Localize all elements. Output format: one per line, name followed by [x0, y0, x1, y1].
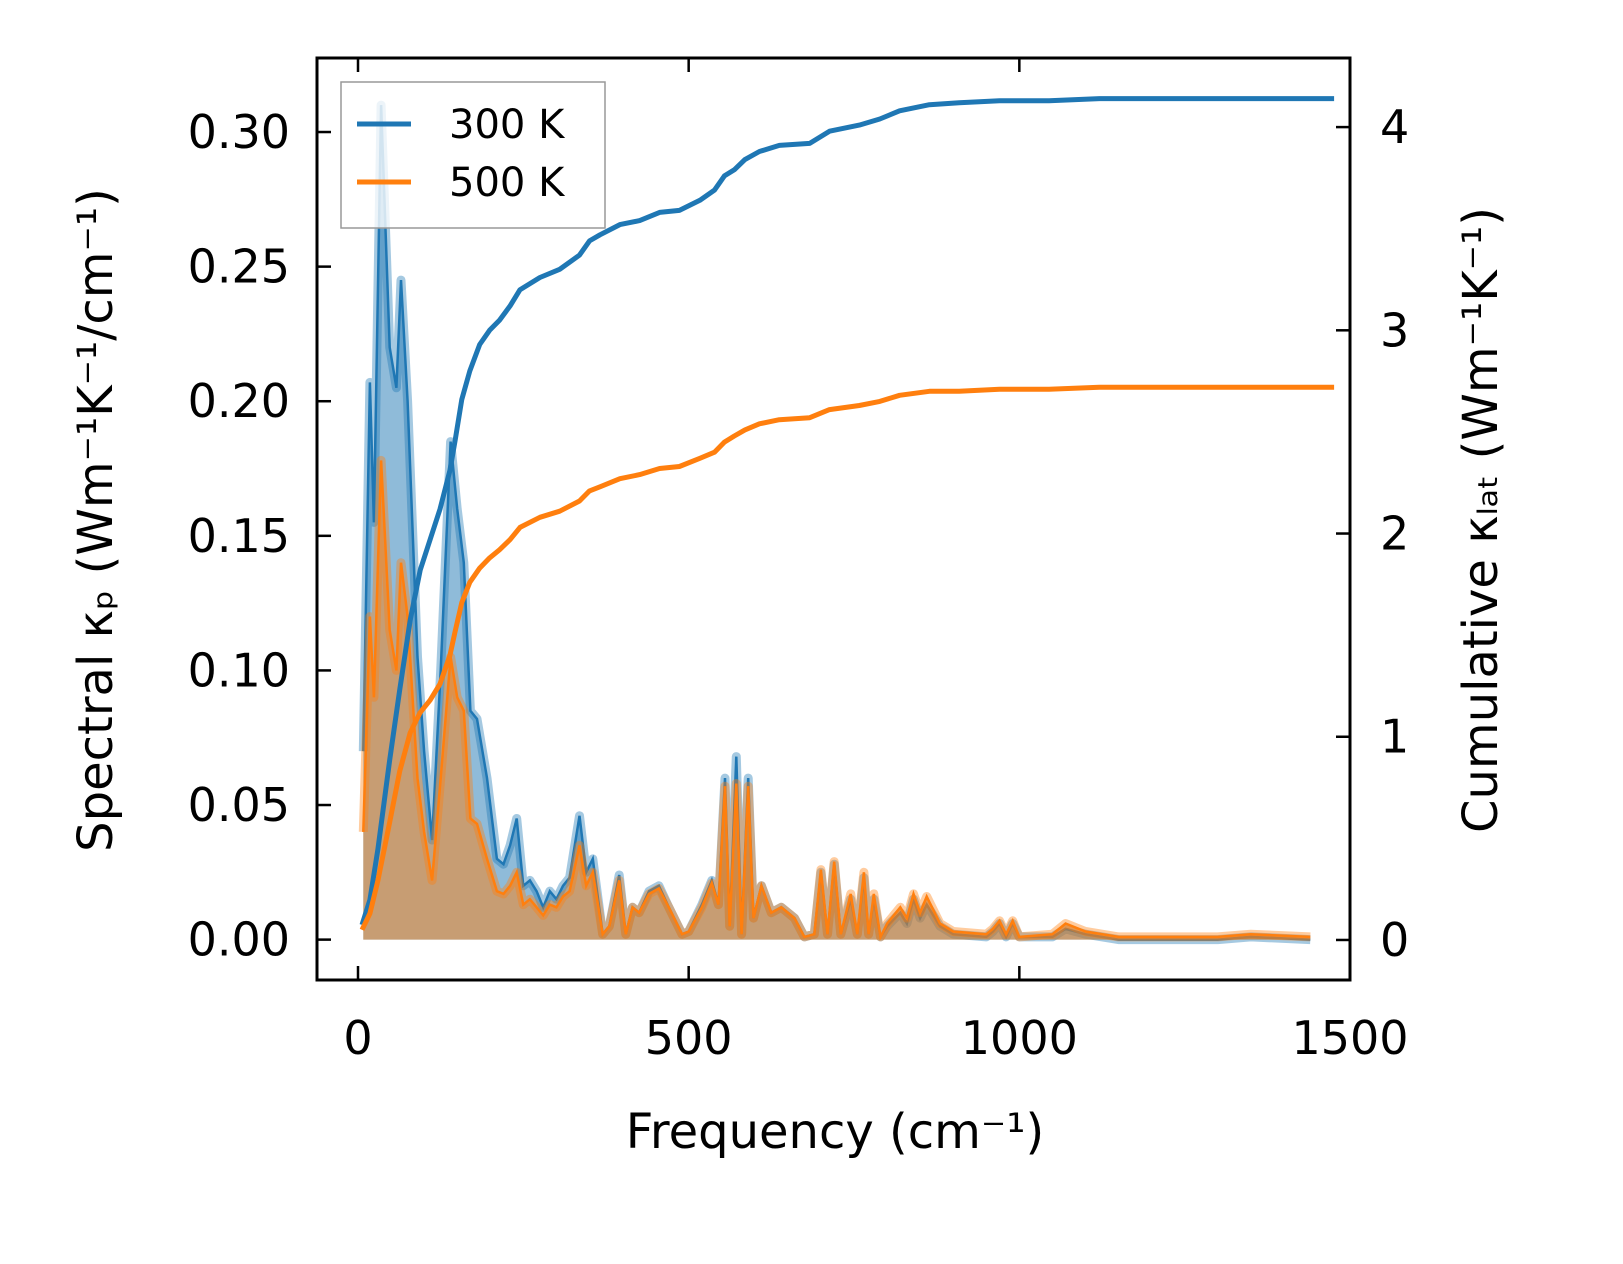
x-tick-label: 1000 — [961, 1011, 1078, 1065]
y2-tick-label: 0 — [1380, 913, 1409, 967]
y-axis-label: Spectral κₚ (Wm⁻¹K⁻¹/cm⁻¹) — [68, 188, 124, 852]
spectral-fill-500k — [363, 460, 1311, 940]
y2-axis-label: Cumulative κₗₐₜ (Wm⁻¹K⁻¹) — [1453, 207, 1509, 833]
spectral-line-500k — [362, 460, 1311, 942]
cumulative-line-300k — [359, 96, 1335, 926]
y2-tick-label: 3 — [1380, 303, 1409, 357]
y-tick-label: 0.20 — [188, 374, 290, 428]
y2-tick-label: 4 — [1380, 100, 1409, 154]
legend: 300 K 500 K — [340, 81, 606, 229]
x-tick-label: 1500 — [1291, 1011, 1408, 1065]
y-tick-label: 0.00 — [188, 913, 290, 967]
legend-label-300k: 300 K — [449, 102, 566, 148]
y2-tick-label: 2 — [1380, 507, 1409, 561]
x-tick-label: 0 — [343, 1011, 372, 1065]
y2-tick-label: 1 — [1380, 710, 1409, 764]
x-tick-label: 500 — [645, 1011, 733, 1065]
legend-label-500k: 500 K — [449, 160, 566, 206]
plot-frame — [315, 56, 1352, 982]
spectral-band-300k — [358, 100, 1311, 945]
spectral-fills — [358, 100, 1311, 945]
y-tick-label: 0.05 — [188, 778, 290, 832]
spectral-fill-300k — [363, 105, 1311, 940]
axis-ticks: 0 500 1000 1500 0.00 0.05 0.10 0.15 0.20 0.25 0.30… — [188, 58, 1409, 1065]
y-tick-label: 0.30 — [188, 105, 290, 159]
spectral-line-300k — [362, 105, 1311, 941]
cumulative-line-500k — [359, 384, 1335, 931]
y-tick-label: 0.10 — [188, 643, 290, 697]
data-lines — [359, 96, 1335, 931]
legend-box — [340, 81, 606, 229]
y-tick-label: 0.15 — [188, 509, 290, 563]
x-axis-label: Frequency (cm⁻¹) — [626, 1104, 1044, 1160]
y-tick-label: 0.25 — [188, 240, 290, 294]
